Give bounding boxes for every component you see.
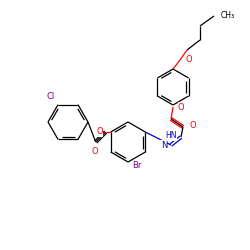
Text: O: O bbox=[91, 147, 98, 156]
Text: Cl: Cl bbox=[47, 92, 55, 101]
Text: O: O bbox=[185, 56, 192, 64]
Text: O: O bbox=[96, 128, 103, 136]
Text: O: O bbox=[178, 102, 184, 112]
Text: Br: Br bbox=[132, 162, 141, 170]
Text: CH₃: CH₃ bbox=[221, 10, 235, 20]
Text: O: O bbox=[190, 120, 196, 130]
Text: N: N bbox=[160, 140, 167, 149]
Text: HN: HN bbox=[166, 132, 177, 140]
